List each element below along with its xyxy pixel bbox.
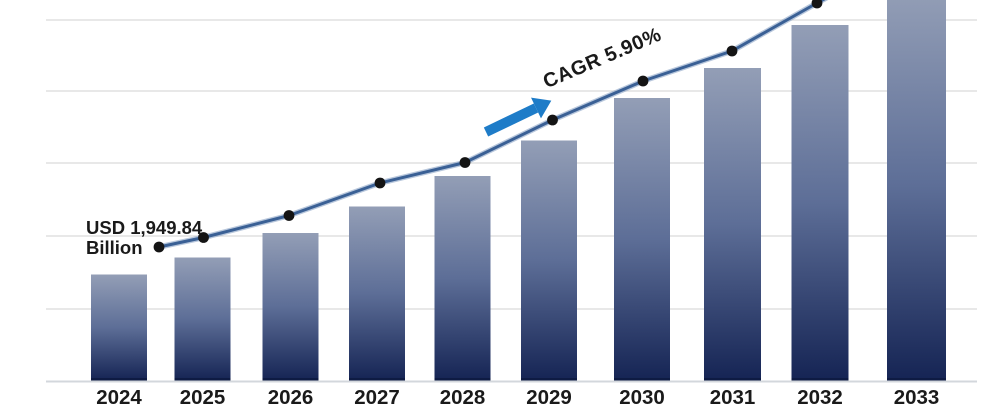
x-axis-label-2031: 2031 bbox=[710, 386, 756, 409]
trend-marker-2028 bbox=[459, 157, 471, 168]
start-value-line2: Billion bbox=[86, 237, 143, 258]
bar-2026 bbox=[262, 233, 319, 381]
trend-marker-2031 bbox=[726, 45, 738, 57]
bar-bottom-edge bbox=[521, 378, 577, 381]
bar-2025 bbox=[174, 257, 231, 381]
start-value-line1: USD 1,949.84 bbox=[86, 217, 203, 238]
bar-bottom-edge bbox=[262, 378, 319, 381]
arrow-shaft bbox=[483, 103, 539, 137]
growth-arrow-icon bbox=[483, 97, 552, 137]
x-axis-label-2024: 2024 bbox=[96, 386, 142, 409]
trend-marker-2027 bbox=[374, 177, 386, 189]
x-axis-label-2030: 2030 bbox=[619, 386, 665, 409]
start-value-label: USD 1,949.84 Billion bbox=[86, 218, 202, 258]
bar-2031 bbox=[704, 68, 761, 381]
trend-line bbox=[158, 0, 829, 250]
x-axis-label-2026: 2026 bbox=[268, 386, 314, 409]
trend-marker-2032 bbox=[811, 0, 823, 9]
x-axis-label-2027: 2027 bbox=[354, 386, 400, 409]
trend-marker-2026 bbox=[283, 210, 295, 221]
trend-marker-2029 bbox=[547, 114, 558, 126]
arrow-head bbox=[531, 97, 552, 119]
bar-2033 bbox=[887, 0, 946, 381]
bar-series bbox=[91, 0, 946, 381]
x-axis-label-2033: 2033 bbox=[894, 386, 940, 409]
bar-2027 bbox=[349, 206, 405, 381]
trend-line-path bbox=[158, 0, 826, 249]
bar-bottom-edge bbox=[349, 378, 405, 381]
bar-2029 bbox=[521, 140, 577, 381]
bar-bottom-edge bbox=[434, 378, 491, 381]
x-axis-label-2025: 2025 bbox=[180, 386, 226, 409]
bar-2024 bbox=[91, 274, 147, 381]
x-axis-label-2029: 2029 bbox=[526, 386, 572, 409]
bar-bottom-edge bbox=[91, 378, 147, 381]
trend-marker-2025 bbox=[198, 232, 209, 243]
bar-bottom-edge bbox=[791, 378, 849, 381]
bar-bottom-edge bbox=[704, 378, 761, 381]
bar-bottom-edge bbox=[614, 378, 670, 381]
bar-bottom-edge bbox=[887, 378, 946, 381]
x-axis-labels: 2024 2025 2026 2027 2028 2029 2030 2031 2032 2033 bbox=[96, 386, 939, 409]
bar-2030 bbox=[614, 98, 670, 381]
trend-markers bbox=[153, 0, 823, 253]
bar-bottom-edge bbox=[174, 378, 231, 381]
trend-marker-2024 bbox=[153, 241, 165, 253]
x-axis-label-2028: 2028 bbox=[440, 386, 486, 409]
bar-2032 bbox=[791, 25, 849, 381]
bar-2028 bbox=[434, 176, 491, 381]
x-axis-label-2032: 2032 bbox=[797, 386, 843, 409]
trend-marker-2030 bbox=[637, 75, 649, 87]
